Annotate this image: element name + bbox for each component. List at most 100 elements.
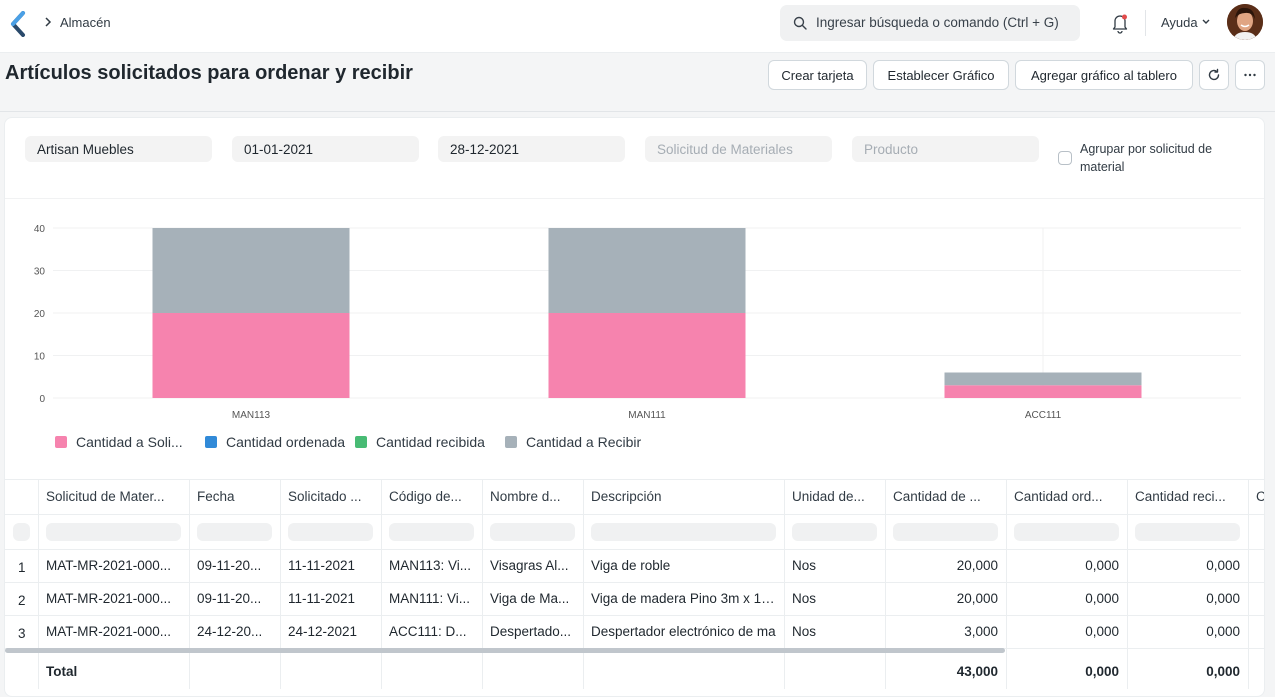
legend-swatch: [205, 436, 217, 448]
table-column-header[interactable]: Nombre d...: [490, 489, 561, 504]
navbar-divider: [1145, 10, 1146, 36]
x-tick-label: MAN113: [232, 410, 271, 421]
table-cell[interactable]: MAN113: Vi...: [389, 558, 472, 573]
table-cell[interactable]: Nos: [792, 591, 817, 606]
search-bar[interactable]: Ingresar búsqueda o comando (Ctrl + G): [780, 5, 1080, 41]
table-cell[interactable]: MAN111: Vi...: [389, 591, 471, 606]
more-options-button[interactable]: [1235, 60, 1265, 90]
breadcrumb-item[interactable]: Almacén: [60, 15, 111, 30]
column-filter-input[interactable]: [389, 523, 474, 541]
legend-item[interactable]: Cantidad ordenada: [205, 434, 345, 450]
row-number: 3: [18, 626, 26, 641]
column-filter-input[interactable]: [893, 523, 998, 541]
to-date-filter[interactable]: 28-12-2021: [438, 136, 625, 162]
material-request-filter[interactable]: Solicitud de Materiales: [645, 136, 832, 162]
set-chart-button[interactable]: Establecer Gráfico: [873, 60, 1009, 90]
table-cell[interactable]: 3,000: [964, 624, 998, 639]
app-logo-icon[interactable]: [9, 11, 27, 37]
table-cell[interactable]: Nos: [792, 558, 817, 573]
table-column-header[interactable]: Unidad de...: [792, 489, 865, 504]
column-filter-input[interactable]: [197, 523, 272, 541]
bar-segment: [548, 313, 746, 398]
column-filter-input[interactable]: [1135, 523, 1240, 541]
chevron-down-icon[interactable]: [1201, 18, 1211, 26]
table-column-header[interactable]: Cantidad reci...: [1135, 489, 1226, 504]
row-number: 2: [18, 593, 26, 608]
table-cell[interactable]: 0,000: [1206, 558, 1240, 573]
table-column-divider: [189, 479, 190, 689]
table-column-divider: [1127, 479, 1128, 689]
table-cell[interactable]: 24-12-2021: [288, 624, 358, 639]
table-cell[interactable]: 11-11-2021: [288, 591, 356, 606]
create-card-button[interactable]: Crear tarjeta: [768, 60, 867, 90]
table-cell[interactable]: 0,000: [1085, 624, 1119, 639]
legend-item[interactable]: Cantidad recibida: [355, 434, 485, 450]
y-tick-label: 40: [34, 224, 46, 235]
table-cell[interactable]: 09-11-20...: [197, 558, 262, 573]
table-column-header[interactable]: Cantidad de ...: [893, 489, 981, 504]
refresh-button[interactable]: [1199, 60, 1229, 90]
table-cell[interactable]: ACC111: D...: [389, 624, 467, 639]
product-filter[interactable]: Producto: [852, 136, 1039, 162]
table-cell[interactable]: Nos: [792, 624, 817, 639]
add-to-dashboard-button[interactable]: Agregar gráfico al tablero: [1015, 60, 1193, 90]
table-column-divider: [885, 479, 886, 689]
table-cell[interactable]: MAT-MR-2021-000...: [46, 558, 172, 573]
more-dots-icon: [1244, 73, 1256, 77]
table-cell[interactable]: MAT-MR-2021-000...: [46, 591, 172, 606]
column-filter-input[interactable]: [288, 523, 373, 541]
horizontal-scrollbar[interactable]: [5, 648, 1005, 653]
table-column-divider: [1006, 479, 1007, 689]
group-by-checkbox[interactable]: [1058, 151, 1072, 165]
table-column-header[interactable]: Fecha: [197, 489, 235, 504]
table-cell[interactable]: Viga de madera Pino 3m x 12cı: [591, 591, 780, 606]
table-column-header[interactable]: Código de...: [389, 489, 462, 504]
table-cell[interactable]: 20,000: [956, 558, 998, 573]
table-cell[interactable]: Viga de Ma...: [490, 591, 570, 606]
help-menu[interactable]: Ayuda: [1161, 15, 1198, 30]
table-cell[interactable]: 09-11-20...: [197, 591, 262, 606]
table-cell[interactable]: 0,000: [1206, 591, 1240, 606]
y-tick-label: 0: [39, 394, 45, 405]
y-tick-label: 30: [34, 267, 46, 278]
table-column-header[interactable]: Solicitud de Mater...: [46, 489, 165, 504]
column-filter-input[interactable]: [13, 523, 30, 541]
bar-segment: [944, 372, 1142, 386]
legend-swatch: [505, 436, 517, 448]
table-cell[interactable]: 24-12-20...: [197, 624, 263, 639]
total-value: 0,000: [1085, 664, 1119, 679]
legend-swatch: [55, 436, 67, 448]
from-date-filter[interactable]: 01-01-2021: [232, 136, 419, 162]
table-cell[interactable]: Visagras Al...: [490, 558, 569, 573]
table-cell[interactable]: 0,000: [1085, 558, 1119, 573]
notification-bell-icon[interactable]: [1110, 12, 1130, 34]
x-tick-label: MAN111: [628, 410, 666, 421]
table-cell[interactable]: Despertado...: [490, 624, 572, 639]
table-cell[interactable]: 0,000: [1206, 624, 1240, 639]
table-column-header[interactable]: Descripción: [591, 489, 662, 504]
column-filter-input[interactable]: [46, 523, 181, 541]
column-filter-input[interactable]: [490, 523, 575, 541]
table-cell[interactable]: 11-11-2021: [288, 558, 356, 573]
column-filter-input[interactable]: [591, 523, 776, 541]
table-cell[interactable]: Viga de roble: [591, 558, 671, 573]
user-avatar[interactable]: [1227, 4, 1263, 40]
legend-item[interactable]: Cantidad a Recibir: [505, 434, 641, 450]
page-title: Artículos solicitados para ordenar y rec…: [5, 62, 413, 84]
column-filter-input[interactable]: [792, 523, 877, 541]
search-input[interactable]: Ingresar búsqueda o comando (Ctrl + G): [816, 15, 1059, 30]
table-cell[interactable]: 20,000: [956, 591, 998, 606]
table-column-header[interactable]: Solicitado ...: [288, 489, 362, 504]
company-filter[interactable]: Artisan Muebles: [25, 136, 212, 162]
table-cell[interactable]: 0,000: [1085, 591, 1119, 606]
table-row-divider: [5, 479, 1264, 480]
table-column-divider: [280, 479, 281, 689]
column-filter-input[interactable]: [1014, 523, 1119, 541]
table-row-divider: [5, 615, 1264, 616]
table-column-header[interactable]: C: [1256, 489, 1265, 504]
legend-swatch: [355, 436, 367, 448]
table-cell[interactable]: Despertador electrónico de ma: [591, 624, 776, 639]
table-column-header[interactable]: Cantidad ord...: [1014, 489, 1103, 504]
legend-item[interactable]: Cantidad a Soli...: [55, 434, 183, 450]
table-cell[interactable]: MAT-MR-2021-000...: [46, 624, 172, 639]
